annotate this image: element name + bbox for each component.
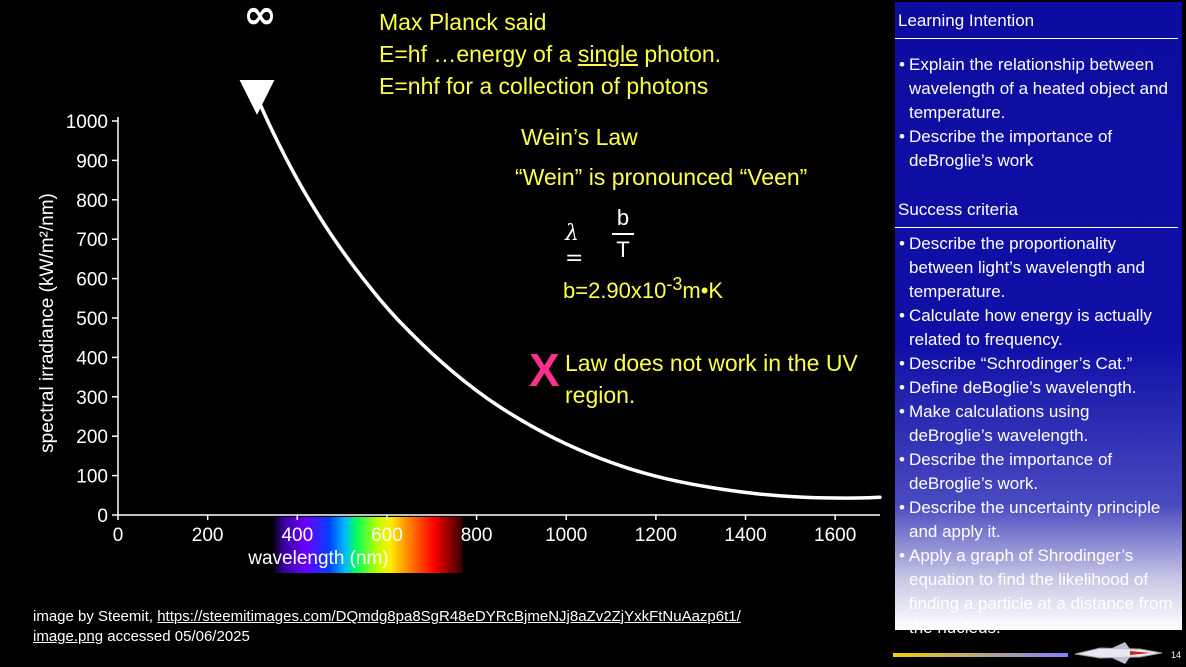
x-tick-label: 1000 xyxy=(545,525,587,546)
credit-prefix: image by Steemit, xyxy=(33,608,158,625)
x-tick-label: 200 xyxy=(192,525,224,546)
x-mark-icon: X xyxy=(529,344,560,396)
wein-constant-unit: m•K xyxy=(682,278,724,303)
y-tick-label: 400 xyxy=(76,348,108,369)
image-credit: image by Steemit, https://steemitimages.… xyxy=(33,607,863,647)
y-tick-label: 700 xyxy=(76,230,108,251)
y-tick-label: 100 xyxy=(76,467,108,488)
learning-panel: Learning Intention Explain the relations… xyxy=(895,2,1182,637)
x-axis-label: wavelength (nm) xyxy=(247,548,388,569)
x-tick-label: 1400 xyxy=(724,525,766,546)
formula-numerator: b xyxy=(616,205,630,230)
planck-line-1: Max Planck said xyxy=(379,9,547,35)
credit-link[interactable]: https://steemitimages.com/DQmdg8pa8SgR48… xyxy=(157,608,741,625)
y-tick-label: 800 xyxy=(76,191,108,212)
planck-text: Max Planck said E=hf …energy of a single… xyxy=(379,6,721,102)
wein-pronunciation: “Wein” is pronounced “Veen” xyxy=(515,164,808,190)
planck-curve xyxy=(233,74,882,500)
footer-bar xyxy=(893,653,1068,657)
formula-fraction: b T xyxy=(612,205,634,263)
success-criteria-item: Describe “Schrodinger’s Cat.” xyxy=(897,352,1175,376)
planck-line-2-post: photon. xyxy=(637,41,722,67)
lambda-symbol: λ = xyxy=(565,221,584,271)
learning-intention-item: Describe the importance of deBroglie’s w… xyxy=(897,125,1175,173)
success-criteria-item: Describe the importance of deBroglie’s w… xyxy=(897,448,1175,496)
law-note: Law does not work in the UV region. xyxy=(565,350,858,408)
wein-constant-base: b=2.90x10 xyxy=(563,278,667,303)
planck-line-2-underlined: single xyxy=(577,41,638,67)
x-tick-label: 1200 xyxy=(635,525,677,546)
credit-link-2[interactable]: image.png xyxy=(33,628,104,645)
y-tick-label: 200 xyxy=(76,427,108,448)
success-criteria-item: Describe the proportionality between lig… xyxy=(897,232,1175,304)
x-tick-label: 1600 xyxy=(814,525,856,546)
planck-line-3: E=nhf for a collection of photons xyxy=(379,73,709,99)
success-criteria-item: Calculate how energy is actually related… xyxy=(897,304,1175,352)
rocket-icon xyxy=(1074,642,1163,664)
credit-suffix: accessed 05/06/2025 xyxy=(103,628,250,645)
success-criteria-title: Success criteria xyxy=(898,200,1018,219)
y-tick-label: 300 xyxy=(76,388,108,409)
fraction-bar xyxy=(612,233,634,235)
planck-line-2: E=hf …energy of a single photon. xyxy=(379,38,721,70)
y-axis-label: spectral irradiance (kW/m²/nm) xyxy=(37,193,58,453)
y-tick-label: 900 xyxy=(76,151,108,172)
y-tick-label: 500 xyxy=(76,309,108,330)
planck-line-2-pre: E=hf …energy of a xyxy=(379,41,578,67)
x-tick-label: 400 xyxy=(281,525,313,546)
x-tick-label: 800 xyxy=(461,525,493,546)
formula-denominator: T xyxy=(616,237,630,262)
x-tick-label: 600 xyxy=(371,525,403,546)
spectral-irradiance-chart: 0 100 200 300 400 500 600 700 800 900 1000 0 200 400… xyxy=(37,0,882,573)
learning-divider xyxy=(895,38,1178,39)
x-tick-label: 0 xyxy=(113,525,124,546)
y-tick-label: 600 xyxy=(76,270,108,291)
y-tick-label: 0 xyxy=(97,506,108,527)
success-criteria-list: Describe the proportionality between lig… xyxy=(897,232,1175,640)
success-criteria-item: Apply a graph of Shrodinger’s equation t… xyxy=(897,544,1175,640)
success-criteria-item: Define deBoglie’s wavelength. xyxy=(897,376,1175,400)
page-number: 14 xyxy=(1171,650,1182,660)
visible-spectrum-band xyxy=(272,517,463,573)
success-criteria-item: Make calculations using deBroglie’s wave… xyxy=(897,400,1175,448)
wein-constant: b=2.90x10-3m•K xyxy=(563,274,724,304)
infinity-symbol: ∞ xyxy=(243,0,276,38)
y-tick-label: 1000 xyxy=(66,112,108,133)
learning-intention-list: Explain the relationship between wavelen… xyxy=(897,53,1175,173)
success-criteria-item: Describe the uncertainty principle and a… xyxy=(897,496,1175,544)
learning-intention-title: Learning Intention xyxy=(898,11,1035,30)
wein-law-title: Wein’s Law xyxy=(521,124,638,150)
wein-constant-exponent: -3 xyxy=(666,274,683,294)
learning-intention-item: Explain the relationship between wavelen… xyxy=(897,53,1175,125)
success-divider xyxy=(895,227,1178,228)
